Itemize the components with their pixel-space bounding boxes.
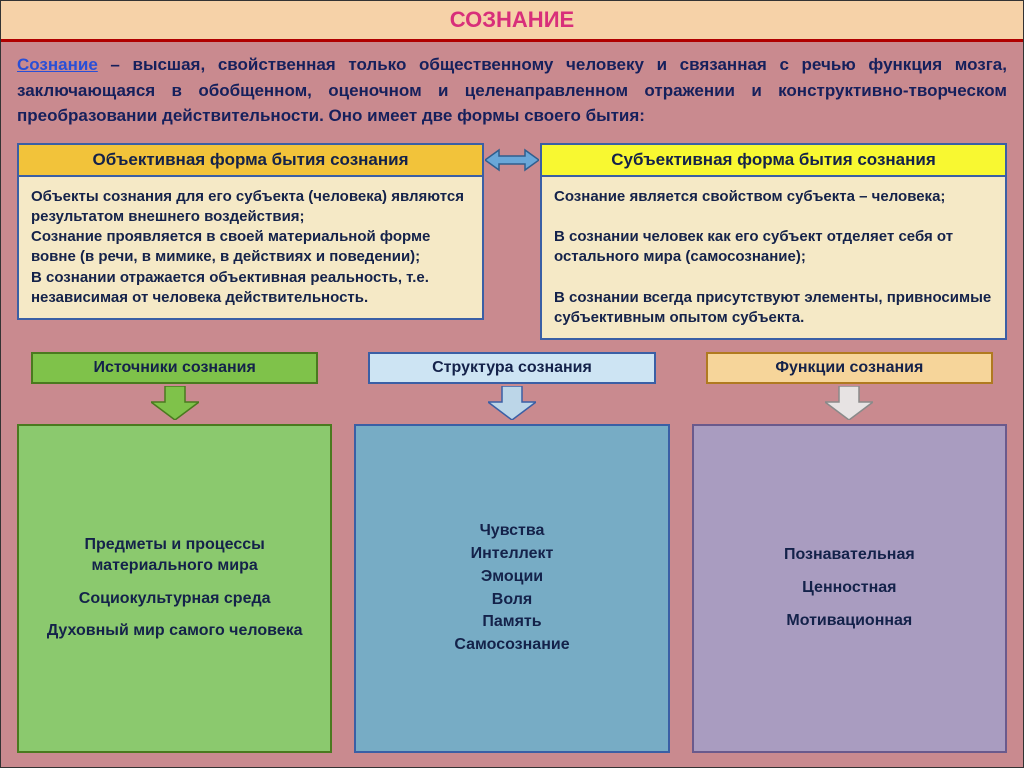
subjective-form-header: Субъективная форма бытия сознания xyxy=(542,145,1005,177)
structure-column: Структура сознания Чувства Интеллект Эмо… xyxy=(354,352,669,753)
definition-paragraph: Сознание – высшая, свойственная только о… xyxy=(17,52,1007,129)
sources-content: Предметы и процессы материального мира С… xyxy=(17,424,332,753)
main-area: Сознание – высшая, свойственная только о… xyxy=(1,42,1023,767)
subjective-form-body: Сознание является свойством субъекта – ч… xyxy=(542,177,1005,339)
structure-label: Структура сознания xyxy=(368,352,655,384)
sources-item: Социокультурная среда xyxy=(29,589,320,610)
functions-label: Функции сознания xyxy=(706,352,993,384)
page-title: СОЗНАНИЕ xyxy=(1,1,1023,42)
page-root: СОЗНАНИЕ Сознание – высшая, свойственная… xyxy=(0,0,1024,768)
down-arrow-icon xyxy=(488,386,536,420)
definition-rest: – высшая, свойственная только общественн… xyxy=(17,55,1007,125)
functions-content: Познавательная Ценностная Мотивационная xyxy=(692,424,1007,753)
sources-label: Источники сознания xyxy=(31,352,318,384)
functions-item: Ценностная xyxy=(704,578,995,599)
functions-item: Познавательная xyxy=(704,545,995,566)
down-arrow-icon xyxy=(825,386,873,420)
objective-form-header: Объективная форма бытия сознания xyxy=(19,145,482,177)
functions-item: Мотивационная xyxy=(704,611,995,632)
structure-item: Самосознание xyxy=(366,635,657,656)
sources-column: Источники сознания Предметы и процессы м… xyxy=(17,352,332,753)
double-arrow-icon xyxy=(484,145,540,175)
bottom-row: Источники сознания Предметы и процессы м… xyxy=(17,352,1007,753)
objective-form-body: Объекты сознания для его субъекта (челов… xyxy=(19,177,482,319)
structure-item: Память xyxy=(366,612,657,633)
objective-form-box: Объективная форма бытия сознания Объекты… xyxy=(17,143,484,321)
sources-item: Духовный мир самого человека xyxy=(29,621,320,642)
structure-item: Эмоции xyxy=(366,567,657,588)
structure-item: Интеллект xyxy=(366,544,657,565)
subjective-form-box: Субъективная форма бытия сознания Сознан… xyxy=(540,143,1007,341)
sources-item: Предметы и процессы материального мира xyxy=(29,535,320,577)
functions-column: Функции сознания Познавательная Ценностн… xyxy=(692,352,1007,753)
structure-content: Чувства Интеллект Эмоции Воля Память Сам… xyxy=(354,424,669,753)
down-arrow-icon xyxy=(151,386,199,420)
structure-item: Воля xyxy=(366,590,657,611)
structure-item: Чувства xyxy=(366,521,657,542)
definition-term: Сознание xyxy=(17,55,98,74)
forms-row: Объективная форма бытия сознания Объекты… xyxy=(17,143,1007,341)
